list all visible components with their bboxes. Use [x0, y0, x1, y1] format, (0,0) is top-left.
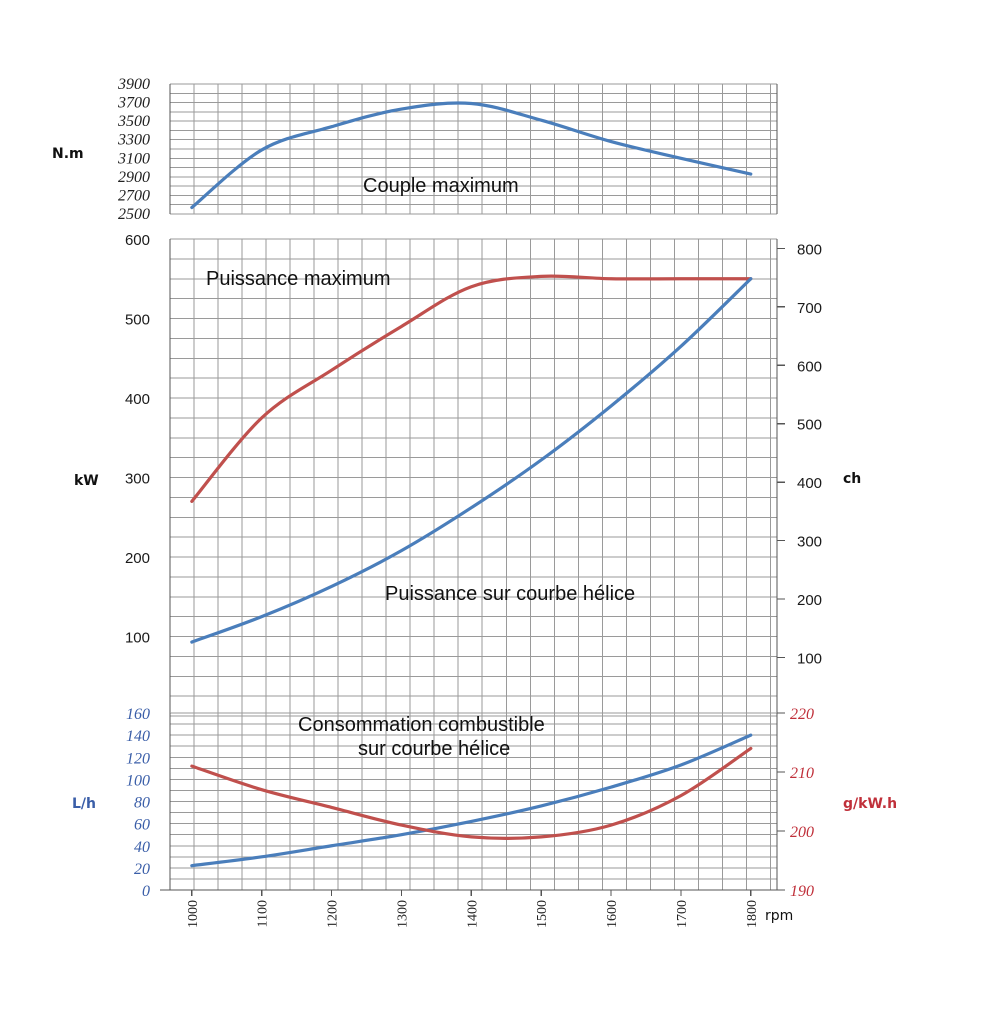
consumption-unit-gkwh-label: g/kW.h	[843, 796, 897, 812]
power-kw-tick-label: 100	[125, 630, 150, 647]
consumption-lh-tick-label: 120	[126, 750, 150, 767]
x-tick-label: 1400	[465, 900, 480, 928]
x-tick-label: 1000	[186, 900, 201, 928]
x-tick-label: 1600	[605, 900, 620, 928]
torque-y-tick-label: 3100	[117, 150, 150, 167]
torque-y-tick-label: 2500	[118, 206, 150, 223]
power-ch-tick-label: 300	[797, 534, 822, 551]
torque-annotation: Couple maximum	[363, 175, 519, 197]
torque-unit-label: N.m	[52, 146, 84, 162]
specific-consumption-curve	[190, 746, 753, 840]
power-ch-tick-label: 500	[797, 417, 822, 434]
x-axis-unit-label: rpm	[765, 908, 793, 924]
power-panel: 100 200 300 400 500 600 100 200 300 400 500 600 700…	[74, 232, 861, 717]
consumption-lh-tick-label: 60	[134, 817, 150, 834]
consumption-gkwh-tick-label: 210	[790, 765, 814, 782]
torque-y-tick-label: 2700	[118, 187, 150, 204]
power-unit-ch-label: ch	[843, 471, 861, 487]
consumption-lh-tick-label: 0	[142, 883, 150, 900]
consumption-unit-lh-label: L/h	[72, 796, 96, 812]
power-kw-tick-label: 300	[125, 471, 150, 488]
propeller-power-curve	[190, 277, 753, 644]
power-ch-tick-label: 100	[797, 651, 822, 668]
torque-y-tick-label: 3900	[117, 76, 150, 93]
max-power-curve	[190, 274, 753, 503]
consumption-lh-tick-label: 40	[134, 839, 150, 856]
x-tick-label: 1300	[395, 900, 410, 928]
power-ch-tick-label: 200	[797, 592, 822, 609]
power-ch-tick-label: 400	[797, 475, 822, 492]
power-unit-kw-label: kW	[74, 473, 99, 489]
consumption-lh-tick-label: 140	[126, 728, 150, 745]
x-tick-label: 1200	[326, 900, 341, 928]
x-tick-label: 1100	[256, 900, 271, 927]
torque-y-tick-label: 3300	[117, 132, 150, 149]
consumption-lh-tick-label: 100	[126, 772, 150, 789]
max-power-annotation: Puissance maximum	[206, 268, 391, 290]
power-kw-tick-label: 400	[125, 391, 150, 408]
consumption-annotation-line-1: Consommation combustible	[298, 714, 545, 736]
consumption-panel: 0 20 40 60 80 100 120 140 160 190 200 210 220 L/h g…	[72, 706, 897, 928]
x-tick-label: 1700	[675, 900, 690, 928]
consumption-lh-tick-label: 20	[134, 861, 150, 878]
power-ch-tick-label: 700	[797, 300, 822, 317]
consumption-gkwh-tick-label: 200	[790, 824, 814, 841]
power-ch-tick-label: 800	[797, 241, 822, 258]
consumption-lh-tick-label: 80	[134, 795, 150, 812]
consumption-gkwh-tick-label: 220	[790, 706, 814, 723]
propeller-power-annotation: Puissance sur courbe hélice	[385, 583, 635, 605]
power-ch-tick-label: 600	[797, 358, 822, 375]
torque-y-tick-label: 3700	[117, 95, 150, 112]
consumption-gkwh-tick-label: 190	[790, 883, 814, 900]
torque-y-tick-label: 2900	[118, 169, 150, 186]
consumption-lh-tick-label: 160	[126, 706, 150, 723]
power-kw-tick-label: 600	[125, 232, 150, 249]
x-tick-label: 1800	[745, 900, 760, 928]
power-kw-tick-label: 500	[125, 312, 150, 329]
x-tick-label: 1500	[535, 900, 550, 928]
torque-y-tick-label: 3500	[117, 113, 150, 130]
consumption-annotation-line-2: sur courbe hélice	[358, 738, 510, 760]
power-kw-tick-label: 200	[125, 550, 150, 567]
